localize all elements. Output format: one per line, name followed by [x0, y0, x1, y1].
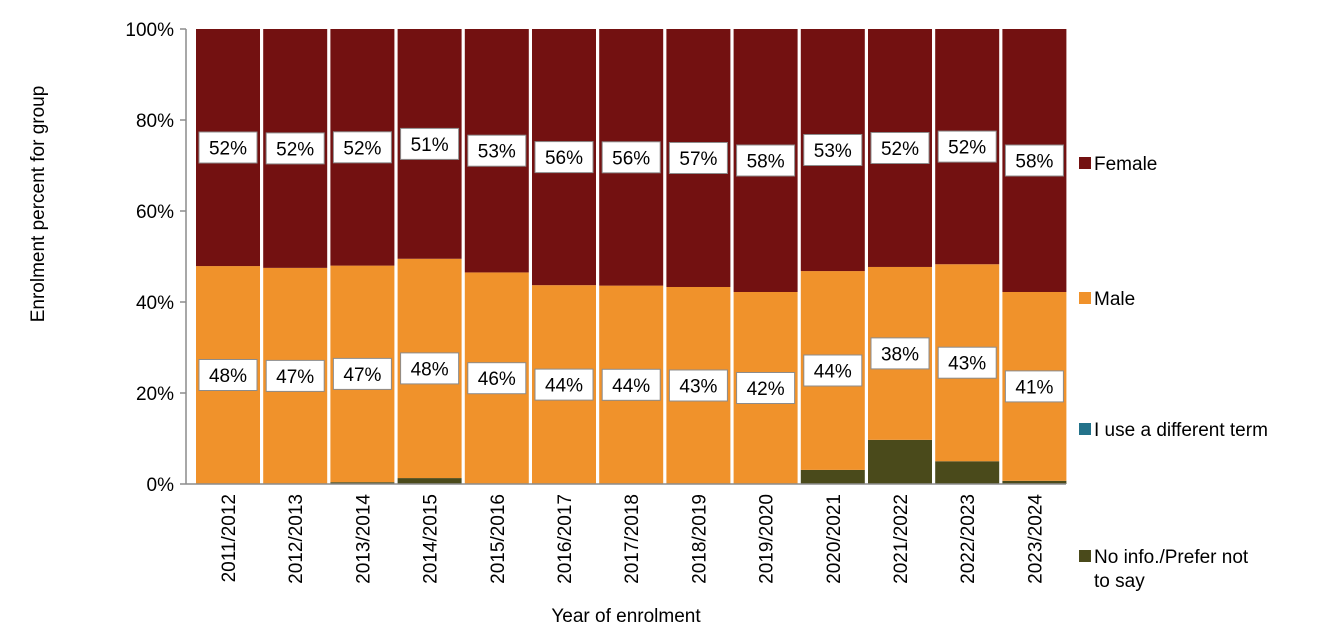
data-labels-layer: 48% 47% 47% 48% 46% 44% 44% 43% 42% 44% 38% 43% 41% 5… — [198, 127, 1064, 404]
y-tick-label: 80% — [136, 111, 174, 132]
data-label-text: 52% — [948, 138, 986, 159]
x-tick-label: 2015/2016 — [488, 494, 509, 584]
legend-swatch — [1079, 423, 1091, 435]
data-label-text: 56% — [612, 148, 650, 169]
x-tick-label: 2019/2020 — [757, 494, 778, 584]
data-label-male-2015-2016: 46% — [467, 362, 527, 395]
bar-no-info-prefer-not-to-say-2013-2014 — [330, 482, 395, 484]
legend-label: Male — [1094, 289, 1135, 310]
data-label-text: 42% — [747, 379, 785, 400]
data-label-female-2013-2014: 52% — [332, 131, 392, 164]
x-tick-label: 2011/2012 — [219, 494, 240, 582]
x-tick-label: 2017/2018 — [622, 494, 643, 584]
data-label-text: 48% — [209, 366, 247, 387]
data-label-female-2011-2012: 52% — [198, 131, 258, 164]
data-label-male-2017-2018: 44% — [601, 368, 661, 401]
data-label-text: 44% — [545, 376, 583, 397]
data-label-female-2022-2023: 52% — [937, 130, 997, 163]
data-label-text: 44% — [814, 362, 852, 383]
data-label-text: 52% — [276, 139, 314, 160]
legend-swatch — [1079, 550, 1091, 562]
x-tick-label: 2016/2017 — [555, 494, 576, 584]
y-tick-label: 60% — [136, 202, 174, 223]
legend-item-no-info-prefer-not-to-say: No info./Prefer not to say — [1079, 547, 1249, 592]
legend-label: Female — [1094, 154, 1157, 175]
y-tick-label: 20% — [136, 384, 174, 405]
data-label-male-2014-2015: 48% — [400, 352, 460, 385]
data-label-text: 41% — [1015, 377, 1053, 398]
data-label-male-2016-2017: 44% — [534, 368, 594, 401]
data-label-male-2021-2022: 38% — [870, 337, 930, 370]
data-label-male-2018-2019: 43% — [668, 369, 728, 402]
x-tick-label: 2013/2014 — [353, 494, 374, 584]
legend-swatch — [1079, 157, 1091, 169]
legend: Female Male I use a different term No info.… — [1079, 154, 1268, 592]
data-label-female-2015-2016: 53% — [467, 134, 527, 167]
bar-no-info-prefer-not-to-say-2022-2023 — [935, 461, 1000, 484]
data-label-text: 58% — [747, 152, 785, 173]
legend-label: No info./Prefer not — [1094, 547, 1249, 568]
data-label-text: 43% — [948, 354, 986, 375]
data-label-text: 38% — [881, 344, 919, 365]
data-label-text: 57% — [679, 149, 717, 170]
x-axis-title: Year of enrolment — [551, 606, 701, 627]
data-label-text: 58% — [1015, 152, 1053, 173]
data-label-male-2011-2012: 48% — [198, 359, 258, 391]
x-tick-label: 2023/2024 — [1025, 494, 1046, 584]
legend-item-male: Male — [1079, 289, 1135, 310]
data-label-text: 47% — [276, 367, 314, 388]
x-tick-label: 2020/2021 — [824, 494, 845, 584]
x-tick-label: 2022/2023 — [958, 494, 979, 584]
y-tick-label: 40% — [136, 293, 174, 314]
bars-layer — [196, 29, 1067, 485]
data-label-text: 52% — [209, 139, 247, 160]
x-tick-label: 2021/2022 — [891, 494, 912, 584]
bar-no-info-prefer-not-to-say-2020-2021 — [800, 469, 865, 484]
y-axis-title: Enrolment percent for group — [28, 86, 49, 323]
y-tick-label: 100% — [125, 20, 174, 41]
data-label-text: 52% — [343, 138, 381, 159]
data-label-male-2012-2013: 47% — [265, 359, 325, 392]
data-label-male-2020-2021: 44% — [803, 354, 863, 387]
data-label-female-2023-2024: 58% — [1004, 144, 1064, 177]
data-label-female-2020-2021: 53% — [803, 134, 863, 166]
data-label-male-2022-2023: 43% — [937, 346, 997, 379]
data-label-text: 48% — [411, 359, 449, 380]
data-label-text: 43% — [679, 377, 717, 398]
data-label-female-2014-2015: 51% — [400, 127, 460, 160]
x-tick-label: 2014/2015 — [421, 494, 442, 584]
data-label-text: 51% — [411, 135, 449, 156]
data-label-text: 46% — [478, 369, 516, 390]
y-tick-label: 0% — [147, 475, 175, 496]
bar-no-info-prefer-not-to-say-2021-2022 — [868, 439, 932, 484]
bar-no-info-prefer-not-to-say-2014-2015 — [397, 478, 462, 484]
data-label-text: 53% — [814, 141, 852, 162]
data-label-female-2019-2020: 58% — [736, 144, 796, 177]
axis-layer: 0% 20% 40% 60% 80% 100% 2011/2012 2012/2013 2013… — [125, 20, 1066, 584]
data-label-male-2013-2014: 47% — [332, 357, 392, 390]
legend-item-i-use-a-different-term: I use a different term — [1079, 420, 1268, 441]
data-label-female-2021-2022: 52% — [870, 132, 930, 164]
data-label-female-2012-2013: 52% — [265, 132, 325, 165]
legend-label: to say — [1094, 571, 1145, 592]
data-label-text: 47% — [343, 365, 381, 386]
data-label-text: 52% — [881, 139, 919, 160]
data-label-female-2016-2017: 56% — [534, 141, 594, 174]
x-tick-label: 2018/2019 — [689, 494, 710, 584]
data-label-text: 53% — [478, 142, 516, 163]
legend-label: I use a different term — [1094, 420, 1268, 441]
legend-swatch — [1079, 292, 1091, 304]
data-label-female-2017-2018: 56% — [601, 141, 661, 174]
data-label-male-2023-2024: 41% — [1004, 370, 1064, 403]
data-label-female-2018-2019: 57% — [668, 142, 728, 174]
bar-no-info-prefer-not-to-say-2023-2024 — [1002, 480, 1067, 484]
data-label-male-2019-2020: 42% — [736, 372, 796, 404]
x-tick-label: 2012/2013 — [286, 494, 307, 584]
legend-item-female: Female — [1079, 154, 1157, 175]
data-label-text: 56% — [545, 148, 583, 169]
data-label-text: 44% — [612, 376, 650, 397]
